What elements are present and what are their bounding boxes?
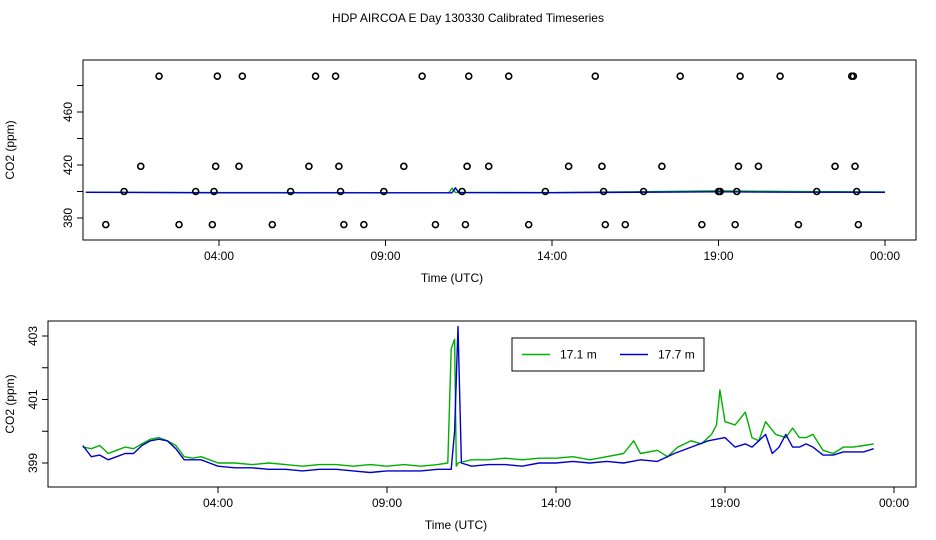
data-point — [591, 72, 600, 81]
data-point — [463, 162, 471, 171]
data-point — [601, 220, 610, 229]
data-point — [238, 72, 247, 81]
data-point — [851, 162, 859, 171]
data-point — [598, 162, 606, 171]
x-tick-label: 00:00 — [879, 496, 909, 510]
series-group — [85, 72, 886, 229]
x-tick-label: 04:00 — [204, 249, 234, 263]
data-point — [504, 72, 513, 81]
data-point — [676, 72, 685, 81]
y-tick-label: 401 — [26, 389, 40, 409]
data-point — [541, 187, 550, 196]
data-point — [235, 162, 243, 171]
data-point — [211, 162, 220, 171]
data-point — [852, 187, 861, 196]
data-point — [484, 162, 493, 171]
data-point — [380, 187, 388, 196]
data-point — [336, 187, 345, 196]
data-point — [734, 162, 743, 171]
data-point — [658, 162, 666, 171]
data-point — [776, 72, 784, 81]
data-point — [464, 72, 473, 81]
data-point — [524, 220, 533, 229]
data-point — [794, 220, 803, 229]
series-line-1 — [82, 338, 874, 467]
y-tick-label: 399 — [26, 453, 40, 473]
data-point — [268, 220, 277, 229]
data-point — [431, 220, 440, 229]
figure-title: HDP AIRCOA E Day 130330 Calibrated Times… — [332, 11, 604, 25]
plot-frame — [47, 320, 917, 488]
data-point — [733, 187, 741, 196]
data-point — [155, 72, 163, 81]
x-tick-label: 19:00 — [703, 249, 733, 263]
data-point — [400, 162, 408, 171]
data-point — [305, 162, 313, 171]
data-point — [458, 187, 466, 196]
data-point — [101, 220, 110, 229]
x-tick-label: 00:00 — [870, 249, 900, 263]
x-tick-label: 14:00 — [541, 496, 571, 510]
data-point — [418, 72, 426, 81]
data-point — [210, 187, 218, 196]
data-point — [136, 162, 145, 171]
data-point — [621, 220, 630, 229]
panel-top: 04:00 09:00 14:00 19:00 00:00 Time (UTC) 380 42… — [3, 59, 917, 285]
data-point — [331, 72, 340, 81]
x-tick-label: 09:00 — [372, 496, 402, 510]
y-tick-label: 460 — [61, 102, 75, 122]
data-point — [213, 72, 222, 81]
x-tick-label: 09:00 — [370, 249, 400, 263]
y-tick-label: 420 — [61, 155, 75, 175]
data-point — [812, 187, 821, 196]
y-tick-label: 380 — [61, 208, 75, 228]
data-point — [191, 187, 200, 196]
data-point — [849, 72, 858, 81]
y-tick-label: 403 — [26, 326, 40, 346]
legend: 17.1 m 17.7 m — [511, 337, 705, 372]
x-tick-label: 19:00 — [710, 496, 740, 510]
data-point — [120, 187, 128, 196]
series-line-2 — [82, 325, 874, 474]
series-group — [82, 325, 874, 474]
data-point — [340, 220, 348, 229]
data-point — [854, 220, 863, 229]
x-axis-label: Time (UTC) — [425, 518, 487, 532]
data-point — [335, 162, 343, 171]
plot-frame — [82, 59, 917, 241]
x-tick-label: 04:00 — [203, 496, 233, 510]
data-point — [175, 220, 183, 229]
data-point — [286, 187, 295, 196]
data-point — [698, 220, 706, 229]
data-point — [754, 162, 763, 171]
data-point — [736, 72, 744, 81]
legend-label: 17.1 m — [560, 348, 597, 362]
data-point — [639, 187, 648, 196]
data-point — [714, 187, 723, 196]
panel-bottom: 04:00 09:00 14:00 19:00 00:00 Time (UTC) 399 40… — [3, 320, 917, 532]
data-point — [360, 220, 368, 229]
data-point — [208, 220, 217, 229]
data-point — [599, 187, 608, 196]
legend-label: 17.7 m — [658, 348, 695, 362]
x-tick-label: 14:00 — [537, 249, 567, 263]
y-axis-label: CO2 (ppm) — [3, 120, 17, 179]
data-point — [831, 162, 839, 171]
series-line-2 — [85, 187, 886, 194]
data-point — [731, 220, 739, 229]
y-axis-label: CO2 (ppm) — [3, 374, 17, 433]
x-axis-label: Time (UTC) — [421, 271, 483, 285]
data-point — [461, 220, 470, 229]
data-point — [564, 162, 573, 171]
data-point — [311, 72, 320, 81]
